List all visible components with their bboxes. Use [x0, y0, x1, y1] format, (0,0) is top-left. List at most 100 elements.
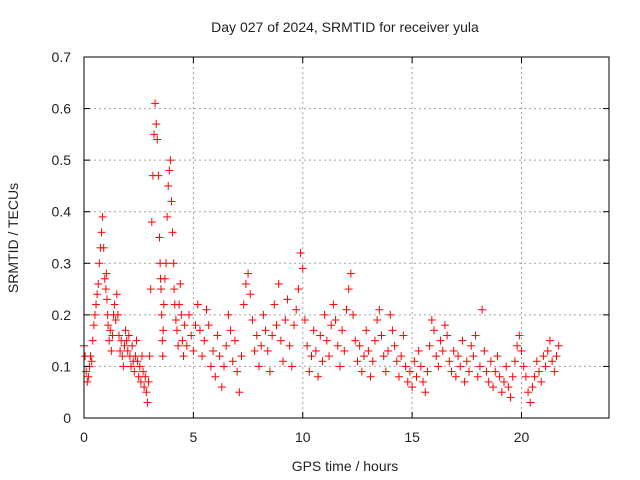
data-point [165, 166, 174, 175]
data-point [355, 341, 364, 350]
data-point [241, 279, 250, 288]
data-point [130, 367, 139, 376]
data-point [458, 336, 467, 345]
data-point [515, 331, 524, 340]
data-point [502, 362, 511, 371]
x-axis-label: GPS time / hours [292, 458, 399, 474]
data-point [95, 259, 104, 268]
data-point [473, 372, 482, 381]
data-point [168, 228, 177, 237]
data-point [233, 367, 242, 376]
data-point [158, 336, 167, 345]
data-point [155, 233, 164, 242]
data-point [185, 310, 193, 319]
data-point [285, 341, 294, 350]
data-point [524, 388, 533, 397]
data-point [554, 341, 563, 350]
data-point [416, 362, 425, 371]
data-point [151, 99, 160, 108]
data-point [298, 264, 307, 273]
data-point [140, 383, 149, 392]
data-point [268, 331, 277, 340]
data-point [290, 321, 298, 330]
data-point [508, 372, 517, 381]
data-point [137, 352, 146, 361]
data-point [115, 331, 123, 340]
data-point [257, 341, 266, 350]
data-point [362, 326, 371, 335]
data-point [427, 316, 436, 325]
y-tick-labels: 0 0.1 0.2 0.3 0.4 0.5 0.6 0.7 [52, 49, 72, 426]
data-point [178, 336, 187, 345]
data-point [296, 248, 305, 257]
y-tick-label: 0.1 [52, 358, 72, 374]
data-point [357, 367, 366, 376]
data-point [145, 352, 154, 361]
data-point [539, 352, 548, 361]
data-point [198, 352, 207, 361]
data-point [104, 321, 113, 330]
data-point [335, 362, 344, 371]
y-tick-label: 0.3 [52, 255, 72, 271]
data-point [88, 336, 97, 345]
data-point [102, 295, 111, 304]
data-point [248, 316, 257, 325]
data-point [480, 346, 489, 355]
data-point [124, 331, 133, 340]
data-point [395, 372, 403, 381]
y-axis-label: SRMTID / TECUs [5, 183, 21, 293]
data-point [287, 362, 296, 371]
plot-frame [83, 56, 610, 419]
data-point [475, 362, 484, 371]
data-point [434, 362, 443, 371]
data-point [381, 367, 390, 376]
data-point [89, 321, 98, 330]
data-point [454, 352, 463, 361]
data-point [447, 367, 456, 376]
data-point [388, 326, 397, 335]
data-point [153, 135, 162, 144]
data-point [93, 290, 102, 299]
data-point [491, 367, 500, 376]
y-tick-label: 0 [63, 410, 71, 426]
data-point [90, 310, 99, 319]
data-point [541, 362, 550, 371]
data-point [118, 352, 127, 361]
data-point [303, 341, 312, 350]
data-point [440, 321, 449, 330]
y-tick-label: 0.6 [52, 101, 72, 117]
data-point [311, 346, 320, 355]
data-point [309, 326, 318, 335]
data-point [550, 367, 559, 376]
data-point [107, 346, 116, 355]
data-point [482, 367, 491, 376]
data-point [113, 310, 122, 319]
data-point [135, 362, 144, 371]
data-point [331, 316, 340, 325]
grid-lines [84, 57, 609, 418]
data-point [351, 336, 360, 345]
data-point [325, 352, 333, 361]
data-point [403, 377, 412, 386]
data-point [410, 357, 419, 366]
data-point [172, 326, 181, 335]
data-point [128, 341, 137, 350]
data-point [179, 352, 188, 361]
data-point [373, 316, 382, 325]
data-point [228, 357, 237, 366]
data-point [368, 357, 377, 366]
data-point [360, 352, 368, 361]
data-point [217, 383, 226, 392]
data-point [283, 295, 292, 304]
data-point [250, 346, 259, 355]
data-point [144, 377, 153, 386]
data-point [147, 218, 156, 227]
data-point [322, 336, 331, 345]
data-point [102, 269, 111, 278]
data-point [182, 341, 191, 350]
data-point [189, 346, 198, 355]
data-point [146, 285, 155, 294]
data-point [265, 367, 274, 376]
data-point [471, 331, 480, 340]
data-point [276, 336, 285, 345]
